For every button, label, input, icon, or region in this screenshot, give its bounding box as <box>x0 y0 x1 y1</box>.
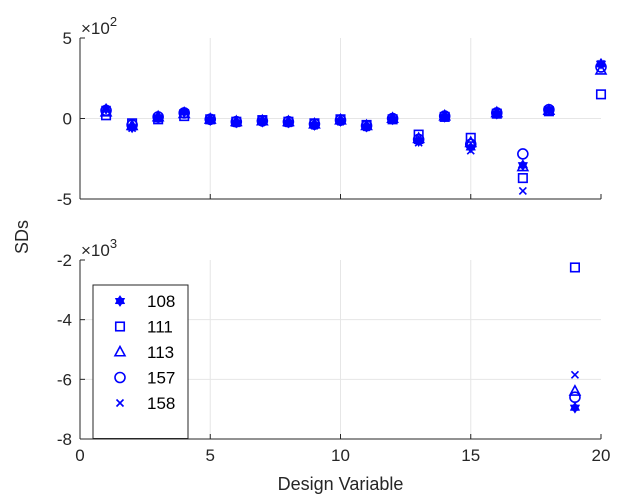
point-157 <box>517 148 529 160</box>
bottom-multiplier-exponent: 3 <box>110 236 117 251</box>
point-158 <box>362 123 371 132</box>
legend-label-108: 108 <box>147 292 175 311</box>
point-111 <box>413 129 424 140</box>
x-tick-label: 0 <box>75 446 84 465</box>
point-157 <box>334 114 347 126</box>
y-tick-label: 5 <box>63 29 72 48</box>
x-tick-label: 20 <box>592 446 611 465</box>
point-111 <box>517 173 528 184</box>
point-158 <box>492 110 501 119</box>
point-157 <box>230 115 243 128</box>
legend-label-157: 157 <box>147 369 175 388</box>
legend-marker-111 <box>114 321 126 332</box>
point-158 <box>154 114 163 123</box>
bottom-tick-labels: -8 -6 -4 -2 <box>57 251 72 449</box>
x-tick-labels: 0 5 10 15 20 <box>75 446 610 465</box>
top-multiplier-base: ×10 <box>81 19 110 38</box>
top-multiplier: ×102 <box>81 14 117 38</box>
point-158 <box>232 119 241 128</box>
point-158 <box>336 117 345 126</box>
legend-label-113: 113 <box>147 343 174 362</box>
y-tick-label: 0 <box>63 110 72 129</box>
point-111 <box>465 132 476 143</box>
point-157 <box>256 115 269 127</box>
bottom-multiplier: ×103 <box>81 236 117 260</box>
point-157 <box>152 111 164 123</box>
point-111 <box>595 89 607 100</box>
point-158 <box>258 117 267 126</box>
point-158 <box>101 105 111 114</box>
point-158 <box>388 116 397 125</box>
legend-label-158: 158 <box>147 394 175 413</box>
point-158 <box>128 124 137 133</box>
point-158 <box>466 146 475 155</box>
x-axis-label: Design Variable <box>278 474 404 494</box>
point-157 <box>360 119 373 132</box>
point-157 <box>282 115 295 128</box>
point-113 <box>568 384 582 396</box>
top-multiplier-exponent: 2 <box>110 14 117 29</box>
point-157 <box>412 133 425 146</box>
point-157 <box>438 110 451 122</box>
point-158 <box>440 113 449 122</box>
point-157 <box>100 104 112 117</box>
y-tick-label: -5 <box>57 190 72 209</box>
point-157 <box>308 118 321 130</box>
point-157 <box>490 107 503 119</box>
legend-marker-113 <box>113 344 127 357</box>
y-tick-label: -2 <box>57 251 72 270</box>
point-157 <box>464 138 477 151</box>
bottom-data-points <box>568 262 582 414</box>
legend-marker-157 <box>114 371 126 384</box>
point-111 <box>569 262 581 273</box>
point-158 <box>310 121 319 130</box>
bottom-multiplier-base: ×10 <box>81 241 110 260</box>
x-tick-label: 10 <box>331 446 350 465</box>
point-158 <box>180 107 189 117</box>
point-157 <box>595 61 607 73</box>
y-axis-label: SDs <box>12 220 32 254</box>
point-157 <box>178 107 190 119</box>
y-tick-label: -4 <box>57 311 72 330</box>
top-tick-labels: -5 0 5 <box>57 29 72 209</box>
point-108 <box>569 401 581 414</box>
x-tick-label: 15 <box>461 446 480 465</box>
y-tick-label: -6 <box>57 370 72 389</box>
point-113 <box>464 135 478 148</box>
point-157 <box>126 119 138 131</box>
point-113 <box>594 63 608 75</box>
point-158 <box>544 106 553 115</box>
legend-label-111: 111 <box>147 318 173 337</box>
top-data-points <box>99 57 608 196</box>
y-tick-label: -8 <box>57 430 72 449</box>
point-157 <box>569 391 581 404</box>
x-tick-label: 5 <box>206 446 215 465</box>
point-158 <box>596 59 606 68</box>
legend-items: 108 111 113 157 158 <box>113 292 175 413</box>
point-113 <box>516 159 530 172</box>
point-158 <box>570 370 580 379</box>
top-panel: -5 0 5 ×102 <box>57 14 608 209</box>
point-157 <box>204 113 217 126</box>
point-158 <box>284 119 293 128</box>
legend[interactable]: 108 111 113 157 158 <box>92 284 189 439</box>
point-158 <box>414 138 423 147</box>
point-158 <box>206 116 215 125</box>
legend-box <box>92 284 189 439</box>
top-axes <box>79 37 602 200</box>
legend-marker-108 <box>114 295 126 307</box>
legend-marker-158 <box>115 398 125 408</box>
point-157 <box>386 112 399 125</box>
point-158 <box>518 186 527 196</box>
point-157 <box>543 103 555 116</box>
